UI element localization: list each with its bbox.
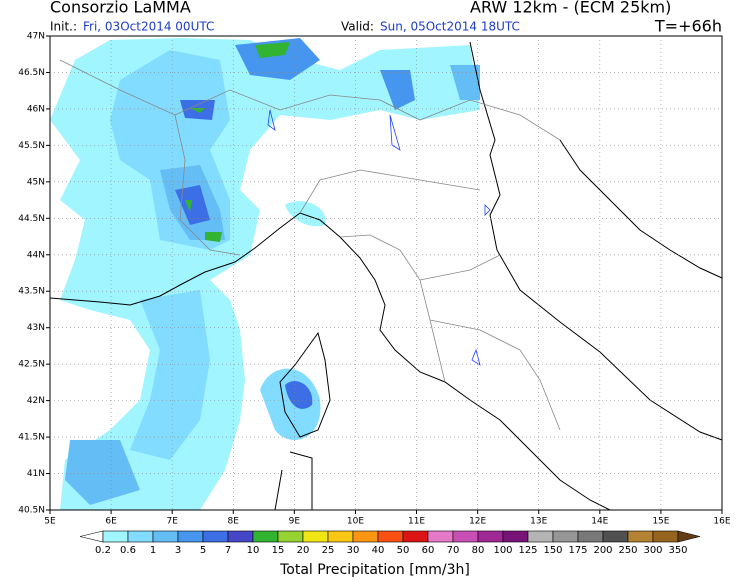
colorbar-label: 7 xyxy=(225,545,231,556)
colorbar-label: 100 xyxy=(493,545,512,556)
lat-label: 46N xyxy=(27,104,45,114)
colorbar-swatch xyxy=(627,530,654,543)
colorbar-swatch xyxy=(527,530,554,543)
colorbar-swatch xyxy=(277,530,304,543)
colorbar-label: 25 xyxy=(322,545,335,556)
colorbar-label: 5 xyxy=(200,545,206,556)
lon-label: 6E xyxy=(105,517,117,527)
colorbar-swatch xyxy=(152,530,179,543)
colorbar-label: 300 xyxy=(643,545,662,556)
colorbar-label: 250 xyxy=(618,545,637,556)
colorbar-swatch xyxy=(177,530,204,543)
colorbar-label: 20 xyxy=(297,545,310,556)
colorbar-label: 200 xyxy=(593,545,612,556)
colorbar-swatch xyxy=(427,530,454,543)
colorbar-title: Total Precipitation [mm/3h] xyxy=(279,562,470,578)
lon-label: 11E xyxy=(408,517,425,527)
colorbar-label: 70 xyxy=(447,545,460,556)
colorbar-swatch xyxy=(202,530,229,543)
lead-time: T=+66h xyxy=(654,17,722,36)
lat-label: 45.5N xyxy=(18,141,45,151)
colorbar-swatch xyxy=(377,530,404,543)
init-time: Fri, 03Oct2014 00UTC xyxy=(83,20,214,34)
lon-label: 13E xyxy=(530,517,547,527)
colorbar-swatch xyxy=(227,530,254,543)
lon-label: 7E xyxy=(166,517,178,527)
title: Consorzio LaMMA xyxy=(50,0,191,17)
lat-label: 46.5N xyxy=(18,68,45,78)
colorbar-swatch xyxy=(79,530,104,543)
lat-label: 44.5N xyxy=(18,214,45,224)
colorbar-label: 30 xyxy=(347,545,360,556)
colorbar-swatch xyxy=(102,530,129,543)
lat-label: 47N xyxy=(27,32,45,42)
lat-label: 42N xyxy=(27,396,45,406)
lon-label: 5E xyxy=(44,517,56,527)
lat-label: 44N xyxy=(27,250,45,260)
model: ARW 12km - (ECM 25km) xyxy=(470,0,671,17)
colorbar-label: 1 xyxy=(150,545,156,556)
lon-label: 8E xyxy=(228,517,240,527)
colorbar-label: 40 xyxy=(372,545,385,556)
colorbar-label: 60 xyxy=(422,545,435,556)
valid-label: Valid: xyxy=(341,20,374,34)
colorbar-label: 150 xyxy=(543,545,562,556)
colorbar-label: 0.2 xyxy=(95,545,111,556)
colorbar-label: 350 xyxy=(668,545,687,556)
init-label: Init.: xyxy=(50,20,77,34)
colorbar-label: 0.6 xyxy=(120,545,136,556)
colorbar-swatch xyxy=(327,530,354,543)
lon-label: 14E xyxy=(591,517,608,527)
lat-label: 41.5N xyxy=(18,433,45,443)
lon-label: 16E xyxy=(713,517,730,527)
colorbar-swatch xyxy=(352,530,379,543)
colorbar-swatch xyxy=(127,530,154,543)
colorbar-swatch xyxy=(552,530,579,543)
colorbar-label: 3 xyxy=(175,545,181,556)
colorbar-swatch xyxy=(577,530,604,543)
lat-label: 45N xyxy=(27,177,45,187)
colorbar-swatch xyxy=(302,530,329,543)
map-frame xyxy=(49,35,723,511)
lon-label: 10E xyxy=(347,517,364,527)
colorbar-swatch xyxy=(602,530,629,543)
colorbar-label: 125 xyxy=(518,545,537,556)
lat-label: 41N xyxy=(27,469,45,479)
lon-label: 12E xyxy=(469,517,486,527)
colorbar-label: 15 xyxy=(272,545,285,556)
lat-label: 40.5N xyxy=(18,506,45,516)
colorbar-label: 50 xyxy=(397,545,410,556)
lon-label: 9E xyxy=(289,517,301,527)
colorbar-label: 175 xyxy=(568,545,587,556)
lat-label: 43.5N xyxy=(18,287,45,297)
colorbar-swatch xyxy=(677,530,701,543)
precip-field xyxy=(50,38,480,510)
colorbar-label: 10 xyxy=(247,545,260,556)
colorbar-swatch xyxy=(252,530,279,543)
colorbar-swatch xyxy=(477,530,504,543)
lon-label: 15E xyxy=(652,517,669,527)
colorbar-label: 80 xyxy=(472,545,485,556)
valid-time: Sun, 05Oct2014 18UTC xyxy=(380,20,520,34)
colorbar-swatch xyxy=(502,530,529,543)
colorbar-swatch xyxy=(452,530,479,543)
colorbar-swatch xyxy=(402,530,429,543)
colorbar-swatch xyxy=(652,530,679,543)
coastlines xyxy=(49,41,723,511)
lat-label: 42.5N xyxy=(18,360,45,370)
lat-label: 43N xyxy=(27,323,45,333)
